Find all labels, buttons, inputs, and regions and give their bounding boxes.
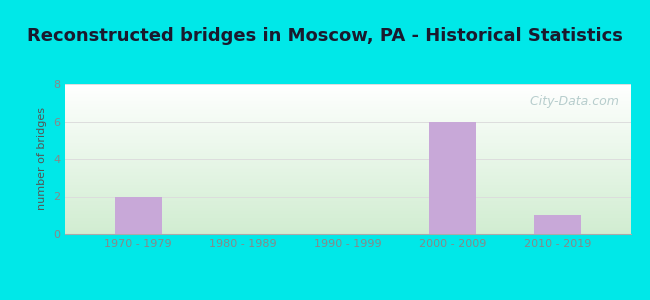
Y-axis label: number of bridges: number of bridges xyxy=(38,107,47,211)
Text: City-Data.com: City-Data.com xyxy=(523,94,619,107)
Bar xyxy=(429,122,476,234)
Bar xyxy=(534,215,580,234)
Text: Reconstructed bridges in Moscow, PA - Historical Statistics: Reconstructed bridges in Moscow, PA - Hi… xyxy=(27,27,623,45)
Bar xyxy=(115,196,162,234)
